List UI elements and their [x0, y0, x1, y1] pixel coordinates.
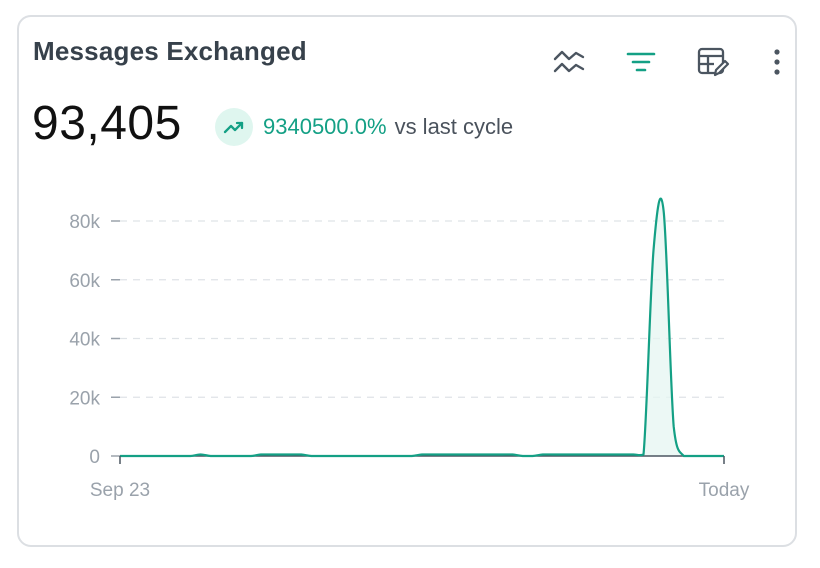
card-toolbar	[520, 42, 792, 82]
series-area-fill	[120, 198, 724, 456]
compare-trend-button[interactable]	[546, 42, 592, 82]
more-options-icon	[774, 49, 780, 75]
chart-grid	[120, 220, 724, 398]
y-tick-label: 40k	[69, 330, 100, 351]
x-axis-ticks: Sep 23 Today	[90, 456, 750, 501]
compare-trend-icon	[553, 50, 585, 73]
edit-table-button[interactable]	[690, 42, 736, 82]
trend-badge	[215, 108, 253, 146]
trending-up-icon	[223, 121, 244, 134]
y-tick-label: 20k	[69, 388, 100, 409]
y-tick-label: 80k	[69, 212, 100, 233]
trend-percent: 9340500.0%	[263, 114, 387, 139]
trend-indicator: 9340500.0% vs last cycle	[215, 108, 513, 146]
metric-value: 93,405	[32, 97, 182, 150]
more-options-button[interactable]	[762, 42, 792, 82]
edit-table-icon	[697, 47, 730, 77]
y-tick-label: 0	[89, 447, 100, 468]
y-tick-label: 60k	[69, 271, 100, 292]
card-title: Messages Exchanged	[33, 36, 307, 66]
series-line	[120, 197, 724, 458]
trend-suffix: vs last cycle	[394, 114, 514, 139]
y-axis-ticks: 0 20k 40k 60k 80k	[69, 212, 120, 468]
x-tick-label: Today	[699, 480, 750, 501]
filter-icon	[626, 52, 656, 72]
x-tick-label: Sep 23	[90, 480, 150, 501]
filter-button[interactable]	[618, 42, 664, 82]
